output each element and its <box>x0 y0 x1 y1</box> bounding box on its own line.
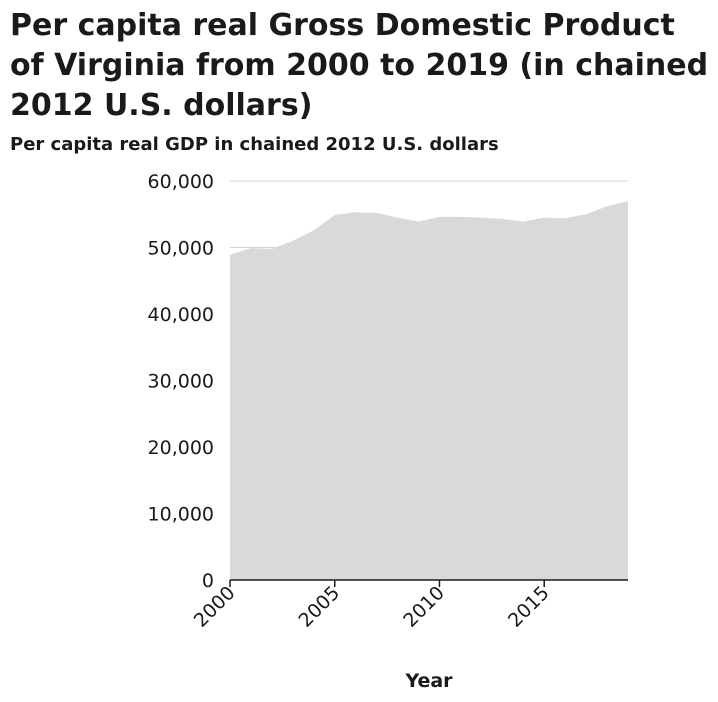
data-point <box>333 213 337 217</box>
x-axis-ticks: 2000 2005 2010 2015 <box>190 580 554 632</box>
data-point <box>417 220 421 224</box>
data-point <box>270 247 274 251</box>
y-axis-label: Per capita real GDP in chained 2012 U.S.… <box>10 134 499 155</box>
y-tick-label: 30,000 <box>148 371 214 393</box>
data-point <box>354 210 358 214</box>
data-point <box>521 220 525 224</box>
x-tick-label: 2010 <box>399 582 449 632</box>
x-tick-label: 2000 <box>190 582 240 632</box>
data-point <box>437 215 441 219</box>
data-point <box>479 216 483 220</box>
chart-title: Per capita real Gross Domestic Product o… <box>10 8 709 123</box>
data-point <box>500 217 504 221</box>
data-point <box>291 239 295 243</box>
data-point <box>563 216 567 220</box>
y-tick-label: 60,000 <box>148 171 214 193</box>
data-point <box>312 228 316 232</box>
y-tick-label: 20,000 <box>148 437 214 459</box>
y-axis-ticks: 0 10,000 20,000 30,000 40,000 50,000 60,000 <box>148 171 214 592</box>
series-area <box>230 200 628 580</box>
data-point <box>375 211 379 215</box>
y-tick-label: 10,000 <box>148 504 214 526</box>
x-axis-title: Year <box>404 670 453 692</box>
data-point <box>228 253 232 257</box>
y-tick-label: 50,000 <box>148 238 214 260</box>
x-tick-label: 2015 <box>504 582 554 632</box>
y-tick-label: 40,000 <box>148 304 214 326</box>
data-point <box>249 246 253 250</box>
data-point <box>584 212 588 216</box>
y-tick-label: 0 <box>202 570 214 592</box>
data-point <box>626 199 630 203</box>
data-point <box>605 204 609 208</box>
x-tick-label: 2005 <box>295 582 345 632</box>
data-point <box>396 216 400 220</box>
data-point <box>542 216 546 220</box>
data-point <box>458 215 462 219</box>
